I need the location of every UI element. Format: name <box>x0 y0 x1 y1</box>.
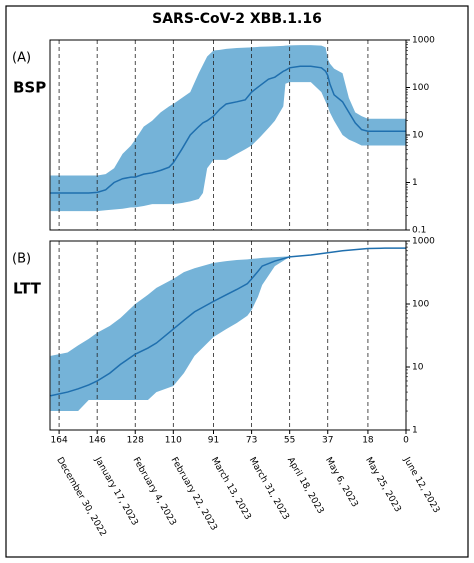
x-tick-label: 18 <box>362 436 374 446</box>
uncertainty-band <box>50 248 406 412</box>
panel-label: (A) <box>12 51 31 66</box>
y-tick-label: 100 <box>412 83 429 93</box>
x-date-label: March 13, 2023 <box>209 456 253 522</box>
uncertainty-band <box>50 45 406 212</box>
x-date-label: February 4, 2023 <box>130 456 177 528</box>
x-tick-label: 146 <box>89 436 106 446</box>
x-tick-label: 0 <box>403 436 409 446</box>
x-tick-label: 110 <box>165 436 182 446</box>
x-tick-label: 91 <box>208 436 219 446</box>
y-tick-label: 10 <box>412 131 424 141</box>
y-tick-label: 1000 <box>412 237 435 247</box>
x-tick-label: 73 <box>246 436 257 446</box>
x-date-label: April 18, 2023 <box>285 456 325 516</box>
y-tick-label: 1000 <box>412 36 435 46</box>
x-tick-label: 37 <box>322 436 333 446</box>
outer-frame <box>5 5 469 558</box>
x-tick-label: 55 <box>284 436 295 446</box>
median-line <box>50 247 406 397</box>
panel-label: (B) <box>12 252 31 267</box>
y-tick-label: 1 <box>412 178 418 188</box>
x-tick-label: 164 <box>51 436 68 446</box>
x-tick-label: 128 <box>127 436 144 446</box>
y-tick-label: 10 <box>412 363 424 373</box>
panel-name: BSP <box>13 79 46 97</box>
x-date-label: June 12, 2023 <box>401 455 441 515</box>
y-tick-label: 0.1 <box>412 226 426 236</box>
y-tick-label: 1 <box>412 426 418 436</box>
y-tick-label: 100 <box>412 300 429 310</box>
chart-title: SARS-CoV-2 XBB.1.16 <box>152 11 322 27</box>
panel-name: LTT <box>13 280 42 298</box>
median-line <box>50 65 406 194</box>
x-date-label: March 31, 2023 <box>247 456 291 522</box>
plot-frame <box>49 240 407 431</box>
x-date-label: May 6, 2023 <box>323 456 360 509</box>
x-date-label: May 25, 2023 <box>363 456 402 514</box>
